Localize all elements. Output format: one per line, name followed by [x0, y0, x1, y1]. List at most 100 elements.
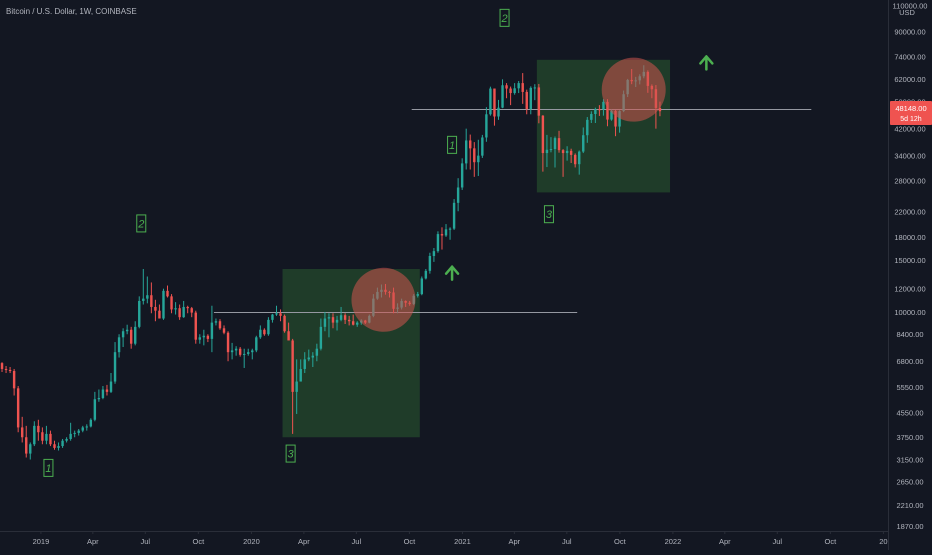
candle-body [138, 300, 141, 327]
candle-body [331, 317, 335, 323]
time-tick-label: Oct [404, 537, 417, 546]
price-tick-label: 3750.00 [896, 433, 923, 442]
candle [247, 348, 250, 356]
wave-label[interactable]: 3 [543, 205, 554, 224]
price-tick-label: 2210.00 [896, 501, 923, 510]
wave-label-text: 2 [500, 13, 507, 25]
candle [146, 276, 149, 304]
wave-label[interactable]: 2 [136, 214, 147, 233]
candle [57, 442, 60, 451]
candle-body [545, 149, 549, 154]
price-axis[interactable]: USD 110000.0090000.0074000.0062000.00520… [893, 2, 928, 531]
candle [505, 83, 508, 99]
candle-body [456, 187, 460, 203]
candle-body [65, 438, 68, 441]
candle-body [206, 335, 210, 339]
candle-body [525, 91, 528, 109]
candle [29, 442, 32, 460]
candle-body [351, 321, 355, 325]
candle-body [291, 340, 294, 392]
candle-body [582, 135, 585, 152]
candle-body [69, 433, 72, 439]
candle-body [606, 101, 609, 120]
candle-body [158, 310, 161, 319]
candle-body [481, 137, 484, 156]
candle [416, 291, 419, 298]
candle-body [255, 337, 258, 351]
candle-body [4, 368, 8, 370]
candle-body [267, 319, 270, 335]
candle-body [234, 348, 238, 351]
price-tick-label: 22000.00 [894, 207, 925, 216]
candle [16, 386, 20, 433]
candle [251, 348, 254, 360]
up-arrow-icon[interactable] [444, 265, 460, 281]
up-arrow-icon[interactable] [699, 55, 714, 71]
candle [586, 117, 589, 143]
highlight-circle[interactable] [351, 267, 416, 332]
candle-body [315, 348, 319, 356]
candle-body [464, 140, 468, 164]
candle [97, 389, 101, 402]
time-tick-label: Oct [825, 537, 838, 546]
candle [517, 80, 520, 94]
candle-body [610, 110, 613, 120]
candle-body [335, 319, 339, 323]
candle [283, 314, 286, 333]
candle-body [93, 399, 97, 420]
candle-body [166, 290, 169, 297]
time-tick-label: Oct [193, 537, 206, 546]
candle-body [113, 352, 117, 382]
time-tick-label: Apr [87, 537, 99, 546]
price-tick-label: 6800.00 [896, 357, 923, 366]
candle [541, 115, 545, 172]
candle [477, 139, 480, 176]
candle-body [238, 348, 242, 355]
candle [89, 418, 93, 428]
candle-body [444, 229, 448, 236]
candle-body [602, 101, 605, 110]
candle-body [162, 290, 165, 319]
candle-body [279, 313, 282, 316]
candle-body [53, 444, 56, 448]
wave-label-box [43, 458, 54, 477]
candle-body [242, 353, 246, 355]
candle [142, 268, 145, 305]
wave-label[interactable]: 3 [285, 444, 296, 463]
candle [424, 268, 428, 280]
candle-body [473, 148, 476, 163]
wave-label-box [136, 214, 147, 233]
time-tick-label: 2022 [665, 537, 682, 546]
candle [456, 178, 460, 212]
candle [299, 359, 302, 382]
candle-body [271, 314, 274, 320]
candle [448, 227, 452, 240]
candle-body [460, 163, 464, 188]
current-price-tag: 48148.00 5d 12h [890, 101, 932, 125]
candle-body [420, 278, 424, 295]
candle [8, 366, 12, 374]
candle [287, 322, 290, 341]
wave-label[interactable]: 2 [499, 8, 510, 27]
candle [420, 276, 424, 296]
candle [20, 416, 24, 443]
candle [489, 86, 492, 116]
candle [549, 137, 553, 153]
candle-body [247, 352, 250, 354]
candle [469, 134, 472, 170]
candle [166, 285, 169, 298]
candle [311, 352, 315, 367]
candle-body [561, 150, 565, 154]
price-tick-label: 90000.00 [894, 27, 925, 36]
candle [569, 148, 573, 163]
candle [210, 305, 214, 353]
time-axis[interactable]: 2019 Apr Jul Oct 2020 Apr Jul Oct 2021 Apr Jul Oct 2… [33, 531, 888, 546]
candle-body [347, 319, 351, 322]
wave-label[interactable]: 1 [43, 458, 54, 477]
wave-label[interactable]: 1 [447, 135, 458, 154]
candle [259, 325, 262, 339]
highlight-circle[interactable] [601, 57, 666, 122]
candle-body [598, 109, 601, 111]
